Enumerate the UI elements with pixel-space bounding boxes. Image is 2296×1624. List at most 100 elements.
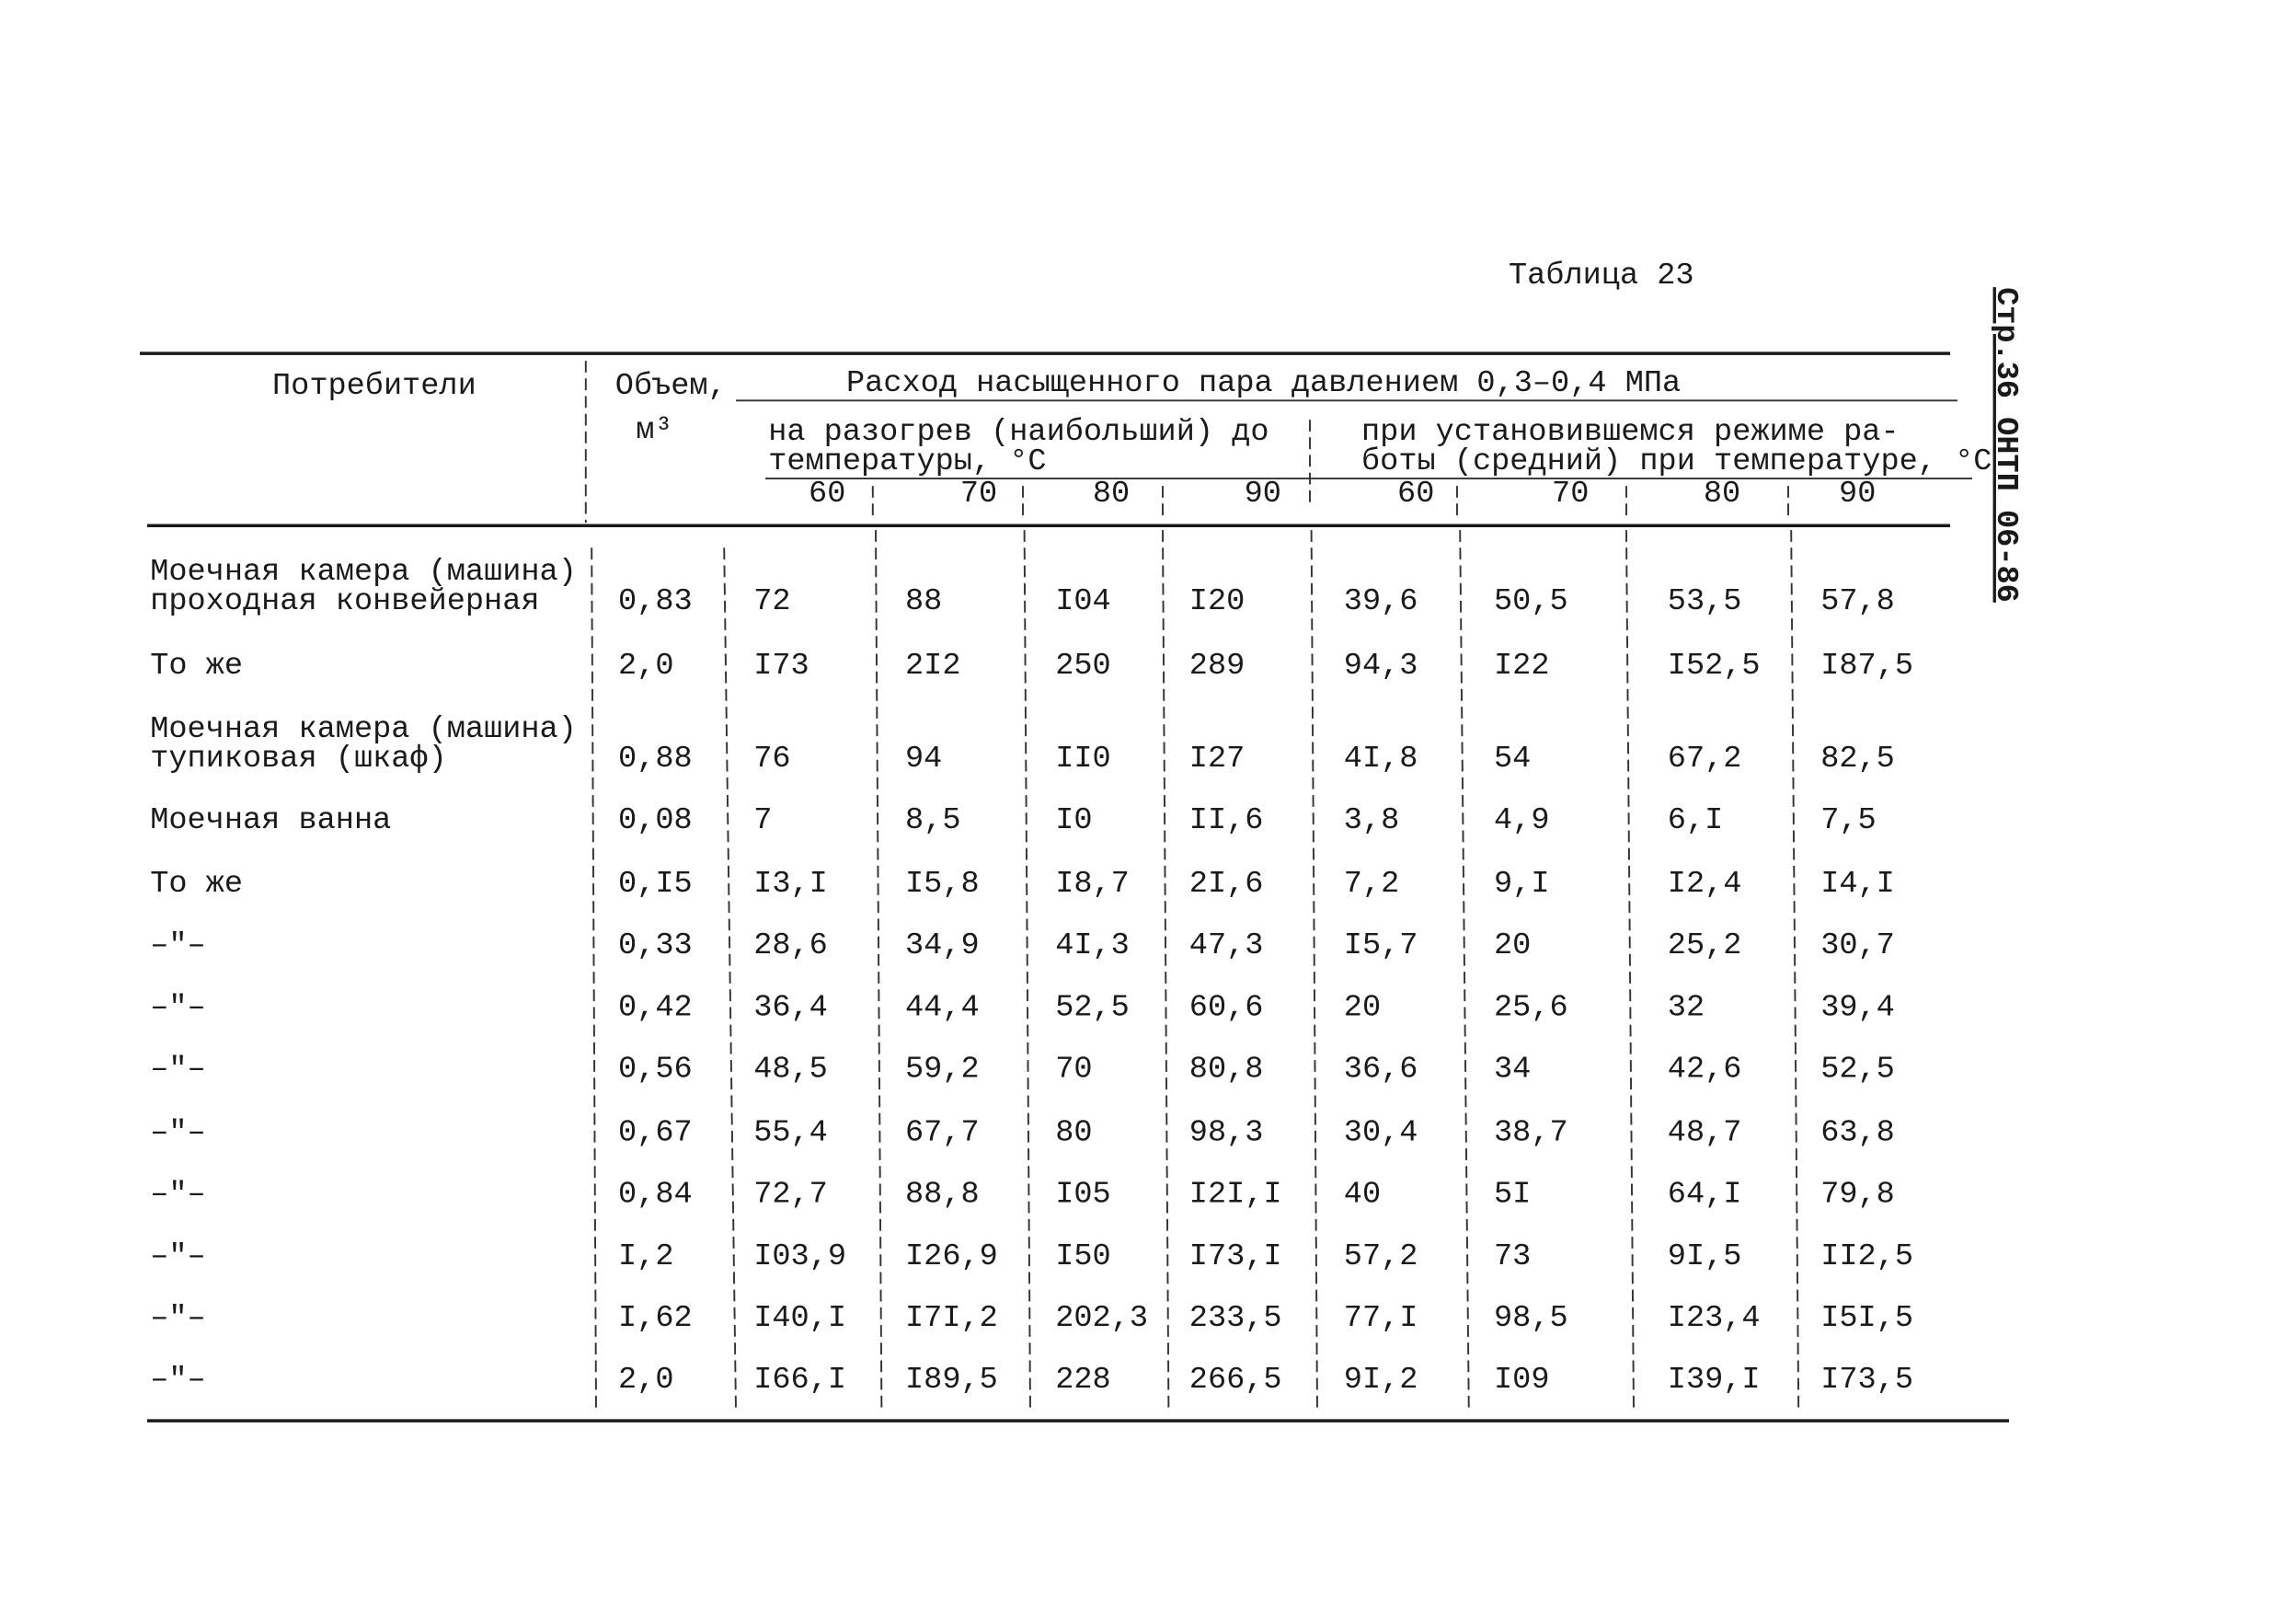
- value-cell: 80: [1055, 1115, 1092, 1150]
- value-cell: 25,2: [1668, 928, 1742, 963]
- value-cell: 30,4: [1344, 1115, 1418, 1150]
- value-cell: 70: [1055, 1053, 1092, 1088]
- value-cell: I52,5: [1668, 649, 1761, 684]
- value-cell: 94: [905, 742, 942, 777]
- consumer-name: –"–: [150, 1363, 205, 1398]
- value-cell: I0: [1055, 803, 1092, 838]
- steady-header: при установившемся режиме ра-: [1361, 415, 1900, 450]
- value-cell: 233,5: [1189, 1301, 1282, 1336]
- value-cell: 48,7: [1668, 1115, 1742, 1150]
- value-cell: 34,9: [905, 928, 980, 963]
- consumer-name: То же: [150, 649, 243, 684]
- value-cell: 53,5: [1668, 584, 1742, 619]
- value-cell: I73: [753, 649, 809, 684]
- value-cell: 202,3: [1055, 1301, 1148, 1336]
- value-cell: 72,7: [753, 1178, 828, 1213]
- value-cell: I40,I: [753, 1301, 846, 1336]
- value-cell: 98,3: [1189, 1115, 1264, 1150]
- value-cell: 59,2: [905, 1053, 980, 1088]
- value-cell: 47,3: [1189, 928, 1264, 963]
- value-cell: 88: [905, 584, 942, 619]
- volume-cell: 0,84: [618, 1178, 693, 1213]
- consumer-name: То же: [150, 867, 243, 902]
- value-cell: 4,9: [1494, 803, 1549, 838]
- volume-cell: 2,0: [618, 649, 673, 684]
- steady-header: боты (средний) при температуре, °С: [1361, 444, 1992, 479]
- value-cell: 9I,5: [1668, 1239, 1742, 1274]
- value-cell: 54: [1494, 742, 1531, 777]
- value-cell: 67,7: [905, 1115, 980, 1150]
- value-cell: 36,4: [753, 990, 828, 1025]
- column-rule: [875, 530, 883, 1411]
- group-header: Расход насыщенного пара давлением 0,3–0,…: [846, 366, 1681, 401]
- consumer-name: –"–: [150, 1301, 205, 1336]
- value-cell: I73,5: [1820, 1363, 1913, 1398]
- value-cell: 63,8: [1820, 1115, 1895, 1150]
- consumer-name: Моечная ванна: [150, 803, 391, 838]
- value-cell: 72: [753, 584, 790, 619]
- volume-unit: м³: [636, 413, 672, 448]
- consumer-name: –"–: [150, 1178, 205, 1213]
- value-cell: I50: [1055, 1239, 1110, 1274]
- consumer-name: –"–: [150, 928, 205, 963]
- value-cell: 9,I: [1494, 867, 1549, 902]
- value-cell: 250: [1055, 649, 1110, 684]
- value-cell: 55,4: [753, 1115, 828, 1150]
- value-cell: 3,8: [1344, 803, 1399, 838]
- temperature-header: 80: [1704, 477, 1740, 512]
- value-cell: 60,6: [1189, 990, 1264, 1025]
- body-rules: [591, 530, 1800, 1411]
- consumer-name: Моечная камера (машина): [150, 555, 577, 590]
- value-cell: 228: [1055, 1363, 1110, 1398]
- consumer-name: –"–: [150, 990, 205, 1025]
- column-rule: [1023, 530, 1031, 1411]
- value-cell: 42,6: [1668, 1053, 1742, 1088]
- temperature-header: 60: [1397, 477, 1434, 512]
- column-rule: [591, 547, 597, 1411]
- value-cell: 80,8: [1189, 1053, 1264, 1088]
- value-cell: 7: [753, 803, 772, 838]
- value-cell: 28,6: [753, 928, 828, 963]
- temperature-header: 90: [1839, 477, 1876, 512]
- value-cell: 20: [1494, 928, 1531, 963]
- value-cell: 94,3: [1344, 649, 1418, 684]
- value-cell: II0: [1055, 742, 1110, 777]
- value-cell: 4I,8: [1344, 742, 1418, 777]
- value-cell: I05: [1055, 1178, 1110, 1213]
- volume-cell: 0,08: [618, 803, 693, 838]
- value-cell: I3,I: [753, 867, 828, 902]
- value-cell: I87,5: [1820, 649, 1913, 684]
- value-cell: 7,5: [1820, 803, 1876, 838]
- value-cell: II2,5: [1820, 1239, 1913, 1274]
- value-cell: 40: [1344, 1178, 1381, 1213]
- consumer-name: тупиковая (шкаф): [150, 742, 447, 777]
- value-cell: 25,6: [1494, 990, 1568, 1025]
- value-cell: 8,5: [905, 803, 960, 838]
- value-cell: 98,5: [1494, 1301, 1568, 1336]
- value-cell: 44,4: [905, 990, 980, 1025]
- value-cell: 32: [1668, 990, 1705, 1025]
- consumer-name: –"–: [150, 1053, 205, 1088]
- value-cell: 79,8: [1820, 1178, 1895, 1213]
- value-cell: 52,5: [1055, 990, 1130, 1025]
- temperature-header: 90: [1245, 477, 1281, 512]
- value-cell: I20: [1189, 584, 1245, 619]
- value-cell: I89,5: [905, 1363, 998, 1398]
- temperature-header: 70: [960, 477, 997, 512]
- value-cell: 88,8: [905, 1178, 980, 1213]
- value-cell: 73: [1494, 1239, 1531, 1274]
- temperature-header: 70: [1552, 477, 1589, 512]
- value-cell: 6,I: [1668, 803, 1723, 838]
- value-cell: 39,4: [1820, 990, 1895, 1025]
- volume-cell: 0,67: [618, 1115, 693, 1150]
- value-cell: I22: [1494, 649, 1549, 684]
- value-cell: 266,5: [1189, 1363, 1282, 1398]
- volume-cell: 0,88: [618, 742, 693, 777]
- volume-cell: 2,0: [618, 1363, 673, 1398]
- value-cell: 7,2: [1344, 867, 1399, 902]
- value-cell: I04: [1055, 584, 1110, 619]
- volume-cell: 0,42: [618, 990, 693, 1025]
- column-rule: [1310, 530, 1318, 1411]
- volume-cell: I,2: [618, 1239, 673, 1274]
